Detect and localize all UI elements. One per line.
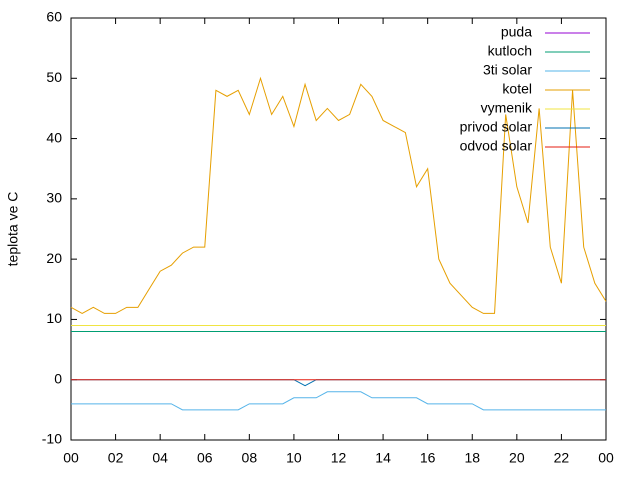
y-axis-label: teplota ve C — [5, 192, 21, 267]
legend-label: 3ti solar — [483, 62, 532, 78]
series-line — [71, 379, 606, 387]
y-tick-label: 50 — [46, 69, 62, 85]
series-line — [71, 391, 606, 411]
legend-label: kutloch — [488, 43, 532, 59]
x-tick-label: 16 — [420, 450, 436, 466]
legend-label: kotel — [502, 81, 532, 97]
x-tick-label: 04 — [152, 450, 168, 466]
legend-label: vymenik — [481, 100, 533, 116]
x-tick-label: 10 — [286, 450, 302, 466]
x-tick-label: 00 — [63, 450, 79, 466]
x-tick-label: 22 — [554, 450, 570, 466]
series-line — [70, 76, 607, 314]
x-tick-label: 18 — [464, 450, 480, 466]
y-tick-label: 10 — [46, 310, 62, 326]
y-tick-label: 60 — [46, 9, 62, 25]
legend-label: privod solar — [460, 119, 533, 135]
legend-label: puda — [501, 24, 532, 40]
y-tick-label: -10 — [42, 431, 62, 447]
x-tick-label: 02 — [108, 450, 124, 466]
x-tick-label: 00 — [598, 450, 614, 466]
y-tick-label: 30 — [46, 190, 62, 206]
x-tick-label: 06 — [197, 450, 213, 466]
y-tick-label: 20 — [46, 250, 62, 266]
x-tick-label: 14 — [375, 450, 391, 466]
x-tick-label: 12 — [331, 450, 347, 466]
legend-label: odvod solar — [460, 138, 533, 154]
x-tick-label: 08 — [242, 450, 258, 466]
x-tick-label: 20 — [509, 450, 525, 466]
y-tick-label: 40 — [46, 129, 62, 145]
y-tick-label: 0 — [54, 370, 62, 386]
